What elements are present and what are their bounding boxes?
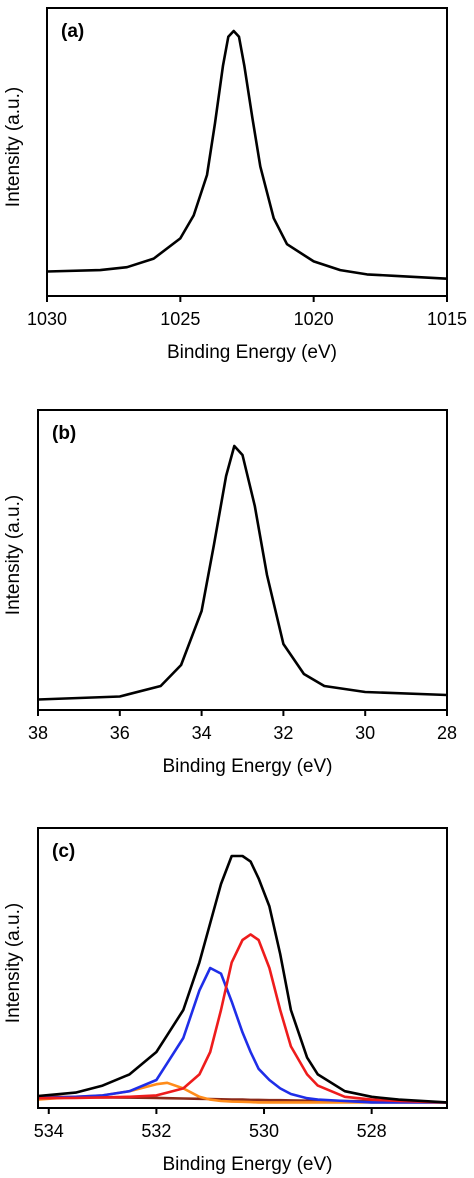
plot-frame xyxy=(37,409,448,711)
x-tick-label: 1025 xyxy=(160,309,200,329)
x-tick-label: 528 xyxy=(357,1121,387,1141)
y-axis-label: Intensity (a.u.) xyxy=(3,903,24,1023)
x-tick-label: 530 xyxy=(249,1121,279,1141)
x-axis-label: Binding Energy (eV) xyxy=(162,1154,332,1175)
x-axis-label: Binding Energy (eV) xyxy=(167,342,337,363)
x-tick-label: 1020 xyxy=(294,309,334,329)
y-axis-label: Intensity (a.u.) xyxy=(3,87,24,207)
spectrum-line xyxy=(37,966,447,1104)
spectrum-line xyxy=(46,29,448,280)
panel-label: (b) xyxy=(52,423,76,444)
x-tick-label: 534 xyxy=(34,1121,64,1141)
x-tick-label: 34 xyxy=(192,723,212,743)
x-tick-label: 30 xyxy=(355,723,375,743)
x-axis-label: Binding Energy (eV) xyxy=(162,756,332,777)
panel-label: (c) xyxy=(52,841,75,862)
x-tick-label: 28 xyxy=(437,723,457,743)
x-tick-label: 1030 xyxy=(27,309,67,329)
spectrum-line xyxy=(37,444,448,701)
x-tick-label: 532 xyxy=(141,1121,171,1141)
plot-frame xyxy=(37,827,448,1109)
spectrum-line xyxy=(37,933,448,1104)
y-axis-label: Intensity (a.u.) xyxy=(3,495,24,615)
plot-frame xyxy=(46,7,448,297)
x-tick-label: 1015 xyxy=(427,309,467,329)
x-tick-label: 32 xyxy=(273,723,293,743)
x-tick-label: 38 xyxy=(28,723,48,743)
panel-label: (a) xyxy=(61,21,84,42)
spectrum-line xyxy=(37,854,448,1104)
spectrum-line xyxy=(37,1081,447,1104)
x-tick-label: 36 xyxy=(110,723,130,743)
